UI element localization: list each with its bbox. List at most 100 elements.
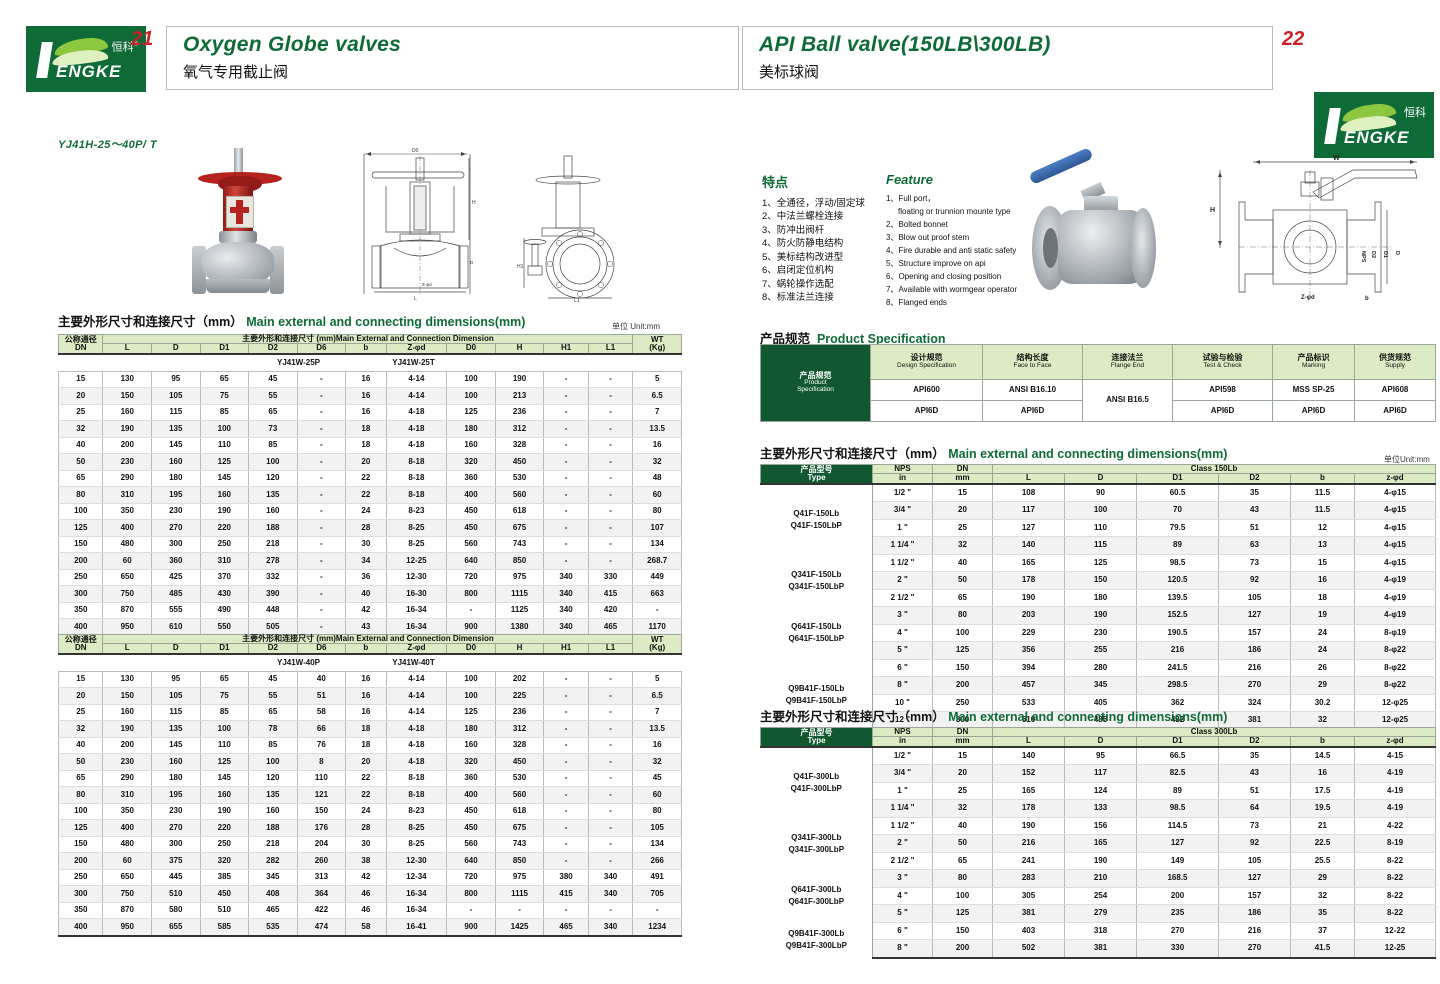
cell: - <box>296 436 347 455</box>
svg-text:Z-φd: Z-φd <box>1301 295 1315 301</box>
cell: 260 <box>296 852 347 870</box>
cell: 51 <box>1218 518 1291 538</box>
cell: 70 <box>1136 501 1219 520</box>
cell: 50 <box>57 753 104 771</box>
cell: 82.5 <box>1136 764 1219 783</box>
header-nps-unit: in <box>872 473 933 485</box>
cell: 385 <box>199 868 250 887</box>
svg-text:D2: D2 <box>1370 251 1376 258</box>
cell: 254 <box>1064 886 1137 906</box>
cell: - <box>587 469 634 488</box>
cell: 73 <box>1218 816 1291 836</box>
table-row: 5 " 125 356 255 216 186 24 8-φ22 <box>761 641 1437 660</box>
cell: - <box>587 502 634 521</box>
cell: - <box>543 486 589 504</box>
cell: 403 <box>992 921 1065 941</box>
cell: - <box>296 568 347 587</box>
table-row: 65 290 180 145 120-22 8-18 360 530- -48 <box>57 469 682 488</box>
cell: 25 <box>932 518 993 538</box>
features-cn-block: 特点 1、全通径，浮动/固定球 2、中法兰螺栓连接 3、防冲出阀杆 4、防火防静电结构… <box>762 172 865 305</box>
table-row: 4 " 100 305 254 200 157 32 8-22 <box>761 886 1437 906</box>
cell: 270 <box>1218 676 1291 695</box>
cell: 100 <box>199 420 250 438</box>
table-row: 1 1/4 " 32 140 115 89 63 13 4-φ15 <box>761 536 1437 555</box>
cell: 22.5 <box>1290 834 1355 853</box>
cell: 8-φ22 <box>1353 676 1437 695</box>
cell: 100 <box>199 720 250 738</box>
cell: 350 <box>102 802 153 821</box>
cell: 46 <box>345 901 387 920</box>
svg-text:L1: L1 <box>574 298 580 302</box>
spec-cell: API6D <box>982 400 1083 422</box>
header-dn-cn: 公称通径 <box>64 334 97 344</box>
cell: 152 <box>992 764 1065 783</box>
table-row: 4 " 100 229 230 190.5 157 24 8-φ19 <box>761 623 1437 643</box>
table-row: 5 " 125 381 279 235 186 35 8-22 <box>761 904 1437 923</box>
cell: 22 <box>345 769 387 788</box>
cell: 127 <box>1218 606 1291 625</box>
cell: 1 1/2 " <box>872 553 933 573</box>
model-names: YJ41W-40P YJ41W-40T <box>58 652 682 672</box>
cell: 4-φ15 <box>1353 501 1437 520</box>
feature-item: 2、Bolted bonnet <box>886 219 948 229</box>
cell: 15 <box>57 670 104 689</box>
type-group-cell: Q341F-300Lb Q341F-300LbP <box>760 817 873 870</box>
cell: 268.7 <box>632 552 682 570</box>
cell: - <box>543 670 589 689</box>
model-name-b: YJ41W-25T <box>392 357 435 367</box>
cell: 216 <box>1218 921 1291 941</box>
cell: 95 <box>151 370 201 389</box>
cell: 8-23 <box>385 802 448 821</box>
cell: - <box>587 552 634 570</box>
cell: 105 <box>632 819 682 837</box>
page-number-right: 22 <box>1282 28 1305 50</box>
cell: 58 <box>345 918 387 937</box>
cell: 675 <box>494 819 545 837</box>
cell: 100 <box>1064 501 1137 520</box>
cell: 19.5 <box>1290 799 1355 818</box>
feature-item: floating or trunnion mounte type <box>898 206 1011 216</box>
cell: 98.5 <box>1136 799 1219 818</box>
cell: 400 <box>446 786 496 804</box>
cell: 160 <box>151 753 201 771</box>
cell: 63 <box>1218 536 1291 555</box>
cell: 8-23 <box>385 502 448 521</box>
cell: 20 <box>345 453 387 471</box>
cell: 36 <box>345 568 387 587</box>
cell: - <box>587 420 634 438</box>
cell: 176 <box>296 819 347 837</box>
cell: 465 <box>543 918 589 937</box>
cell: 490 <box>199 601 250 620</box>
cell: 32 <box>1290 886 1355 906</box>
cell: 560 <box>446 535 496 554</box>
cell: 505 <box>248 618 298 637</box>
cell: 165 <box>992 553 1065 573</box>
cell: 24 <box>1290 641 1355 660</box>
header-class: Class 300Lb <box>991 726 1437 738</box>
table-row: 100 350 230 190 160 150 24 8-23 450 618- -80 <box>57 802 682 821</box>
table-row: 10 " 250 533 405 362 324 30.2 12-φ25 <box>761 693 1437 713</box>
cell: - <box>587 835 634 854</box>
cell: 32 <box>932 799 993 818</box>
cell: 203 <box>992 606 1065 625</box>
spec-col-header: 结构长度 Face to Face <box>982 344 1083 380</box>
cell: 178 <box>992 799 1065 818</box>
cell: 30 <box>345 535 387 554</box>
cell: 66.5 <box>1136 745 1219 766</box>
cell: - <box>543 835 589 854</box>
cell: 95 <box>151 670 201 689</box>
cell: 6.5 <box>632 387 682 405</box>
header-wt-unit: (Kg) <box>649 342 666 352</box>
header-type: 产品型号 Type <box>760 726 873 748</box>
cell: 20 <box>932 501 993 520</box>
table-row: 20 150 105 75 55 51 16 4-14 100 225- -6.5 <box>57 687 682 705</box>
svg-text:D0: D0 <box>412 148 419 154</box>
cell: 450 <box>494 753 545 771</box>
table150-unit: 单位Unit:mm <box>1384 455 1430 464</box>
cell: 32 <box>57 720 104 738</box>
cell: 24 <box>345 802 387 821</box>
table-row: 1 1/4 " 32 178 133 98.5 64 19.5 4-19 <box>761 799 1437 818</box>
cell: 2 1/2 " <box>872 588 933 608</box>
cell: 25 <box>932 781 993 801</box>
spec-label-en1: Product <box>804 379 827 387</box>
